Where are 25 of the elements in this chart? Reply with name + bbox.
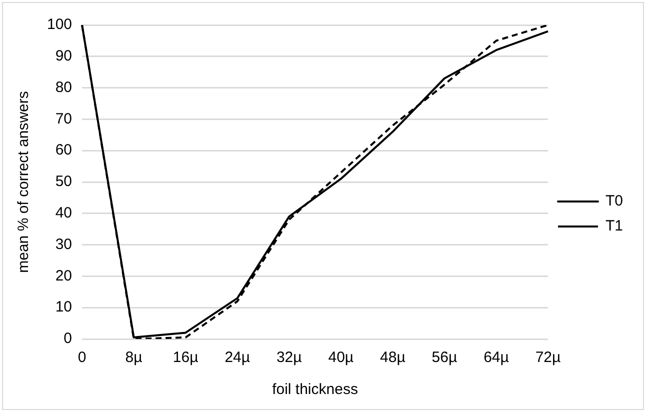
x-tick-label: 0 <box>78 349 86 366</box>
y-axis-title: mean % of correct answers <box>15 91 32 273</box>
y-tick-label: 0 <box>64 330 72 348</box>
y-tick-label: 50 <box>55 173 72 190</box>
y-tick-label: 70 <box>55 110 72 128</box>
x-tick-label: 24µ <box>224 349 250 366</box>
legend-label: T0 <box>605 192 624 210</box>
x-tick-label: 16µ <box>172 349 199 366</box>
x-tick-label: 72µ <box>535 349 562 366</box>
y-tick-label: 40 <box>55 204 72 222</box>
x-tick-label: 40µ <box>328 349 354 366</box>
x-tick-label: 32µ <box>276 349 302 366</box>
x-tick-label: 56µ <box>432 349 458 366</box>
y-tick-label: 80 <box>55 78 72 96</box>
y-tick-label: 60 <box>55 142 72 159</box>
legend-label: T1 <box>605 218 624 235</box>
x-tick-label: 48µ <box>380 349 406 366</box>
y-tick-label: 10 <box>55 298 72 316</box>
y-tick-label: 20 <box>55 267 72 284</box>
x-axis-title: foil thickness <box>272 381 358 398</box>
y-tick-label: 90 <box>55 48 72 65</box>
y-tick-label: 100 <box>46 16 72 34</box>
x-tick-label: 8µ <box>125 349 143 366</box>
x-tick-label: 64µ <box>484 349 510 366</box>
y-tick-label: 30 <box>55 236 72 253</box>
